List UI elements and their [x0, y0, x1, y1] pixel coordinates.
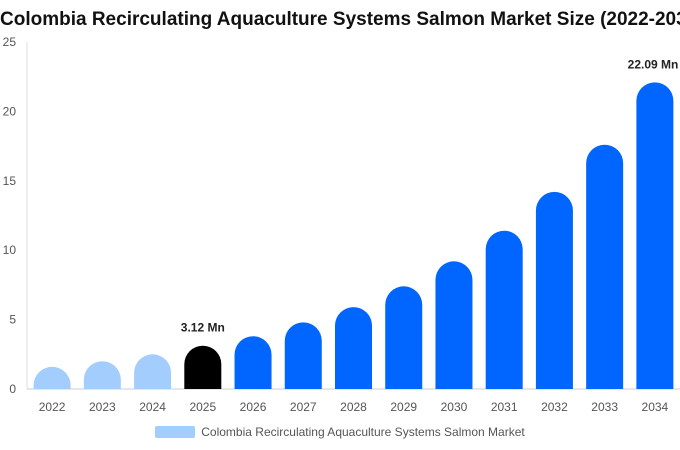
x-tick-label: 2034 — [642, 400, 669, 414]
bar-2024 — [134, 354, 172, 389]
bar-2022 — [33, 366, 71, 389]
x-tick-label: 2032 — [541, 400, 568, 414]
bar-2034 — [636, 82, 674, 389]
x-tick-label: 2024 — [139, 400, 166, 414]
data-label-2034: 22.09 Mn — [628, 57, 679, 71]
x-tick-label: 2029 — [390, 400, 417, 414]
legend-label: Colombia Recirculating Aquaculture Syste… — [201, 425, 525, 439]
y-tick-label: 20 — [3, 104, 17, 118]
bar-2030 — [435, 261, 473, 389]
y-tick-label: 25 — [3, 35, 17, 49]
bar-2032 — [535, 191, 573, 389]
x-tick-label: 2025 — [189, 400, 216, 414]
x-tick-label: 2023 — [89, 400, 116, 414]
chart-title: Colombia Recirculating Aquaculture Syste… — [0, 9, 680, 30]
x-tick-label: 2031 — [491, 400, 518, 414]
y-tick-label: 15 — [3, 174, 17, 188]
bar-2033 — [586, 144, 624, 389]
x-tick-label: 2022 — [39, 400, 66, 414]
x-tick-label: 2027 — [290, 400, 317, 414]
bar-2026 — [234, 336, 272, 389]
bar-2031 — [485, 230, 523, 389]
y-tick-label: 0 — [9, 382, 16, 396]
legend-swatch — [155, 426, 196, 438]
bar-2027 — [284, 322, 322, 389]
bar-2025 — [184, 345, 222, 389]
y-tick-label: 5 — [9, 313, 16, 327]
y-tick-label: 10 — [3, 243, 17, 257]
bar-2028 — [335, 307, 372, 389]
bar-2029 — [385, 286, 423, 389]
x-tick-label: 2033 — [591, 400, 618, 414]
bar-2023 — [83, 361, 121, 389]
x-tick-label: 2028 — [340, 400, 367, 414]
x-tick-label: 2026 — [240, 400, 267, 414]
x-tick-label: 2030 — [441, 400, 468, 414]
legend: Colombia Recirculating Aquaculture Syste… — [0, 425, 680, 439]
data-label-2025: 3.12 Mn — [181, 321, 225, 335]
